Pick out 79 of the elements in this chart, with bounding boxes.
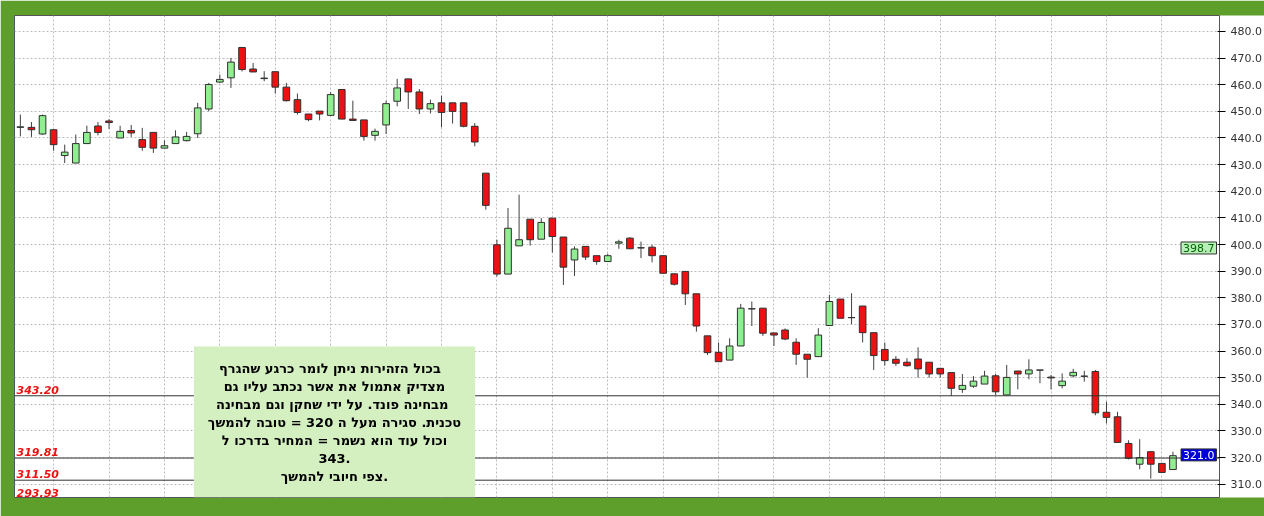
y-tick-label: 480.0	[1230, 25, 1262, 39]
y-tick-label: 340.0	[1230, 398, 1262, 412]
ref-line-label: 319.81	[16, 446, 59, 460]
candlestick	[515, 194, 523, 247]
candlestick	[282, 82, 291, 103]
candlestick	[1058, 372, 1066, 389]
candlestick	[814, 327, 823, 358]
candlestick	[437, 95, 446, 128]
candlestick	[271, 71, 280, 95]
candlestick	[1102, 401, 1111, 424]
candlestick	[371, 128, 379, 142]
candlestick	[448, 102, 457, 125]
y-tick-label: 440.0	[1230, 132, 1262, 145]
y-tick-label: 470.0	[1230, 52, 1262, 66]
candlestick	[570, 245, 579, 277]
candlestick	[293, 93, 302, 116]
candlestick	[60, 144, 69, 164]
annotation: 293.93	[16, 486, 60, 500]
candlestick	[393, 78, 401, 107]
candlestick	[747, 301, 756, 327]
candlestick	[703, 335, 712, 356]
candlestick	[836, 298, 845, 319]
candlestick	[227, 57, 235, 89]
candlestick	[49, 129, 58, 152]
candlestick	[216, 74, 224, 84]
candlestick	[725, 337, 734, 361]
candlestick	[792, 337, 800, 366]
y-tick-label: 380.0	[1230, 291, 1262, 305]
candlestick	[360, 119, 368, 142]
candlestick	[903, 357, 911, 368]
candlestick	[249, 62, 257, 73]
candlestick	[1013, 370, 1022, 390]
annotation: 398.7	[1183, 241, 1215, 255]
y-tick-label: 400.0	[1230, 238, 1262, 252]
annotation: 321.0	[1183, 448, 1215, 462]
candlestick	[16, 114, 25, 137]
y-tick-label: 360.0	[1230, 345, 1262, 359]
candlestick	[1025, 358, 1033, 380]
y-tick-label: 310.0	[1230, 478, 1262, 492]
candlestick	[803, 353, 812, 379]
candlestick	[415, 88, 424, 115]
candlestick	[459, 102, 468, 128]
candlestick	[238, 46, 246, 72]
y-tick-label: 420.0	[1230, 185, 1262, 199]
y-tick-label: 350.0	[1230, 371, 1262, 385]
candlestick	[825, 294, 834, 326]
candlestick	[349, 100, 357, 121]
candlestick	[892, 355, 900, 367]
candlestick	[537, 217, 546, 240]
candlestick	[71, 134, 80, 164]
candlestick	[382, 100, 390, 135]
candlestick	[105, 118, 113, 130]
candlestick	[914, 346, 922, 379]
candlestick	[770, 332, 778, 347]
y-tick-label: 330.0	[1230, 424, 1262, 438]
y-tick-label: 450.0	[1230, 105, 1262, 119]
y-tick-label: 460.0	[1230, 78, 1262, 92]
candlestick	[326, 91, 335, 116]
candlestick	[958, 373, 967, 394]
y-tick-label: 370.0	[1230, 318, 1262, 332]
y-tick-label: 390.0	[1230, 265, 1262, 279]
candlestick	[880, 342, 889, 367]
candlestick	[548, 217, 557, 254]
candlestick	[869, 332, 878, 371]
candlestick	[404, 78, 413, 110]
y-tick-label: 430.0	[1230, 158, 1262, 172]
candlestick	[681, 270, 690, 306]
candlestick	[526, 218, 534, 247]
candlestick	[149, 131, 158, 154]
y-tick-label: 320.0	[1230, 451, 1262, 465]
candlestick	[1047, 374, 1055, 390]
candlestick	[470, 122, 479, 147]
ref-line-label: 343.20	[16, 383, 60, 397]
candlestick	[637, 241, 645, 259]
ref-line-label: 311.50	[16, 468, 60, 482]
candlestick	[1036, 369, 1044, 384]
candlestick	[138, 127, 147, 152]
y-tick-label: 410.0	[1230, 211, 1262, 225]
candlestick	[714, 342, 723, 363]
